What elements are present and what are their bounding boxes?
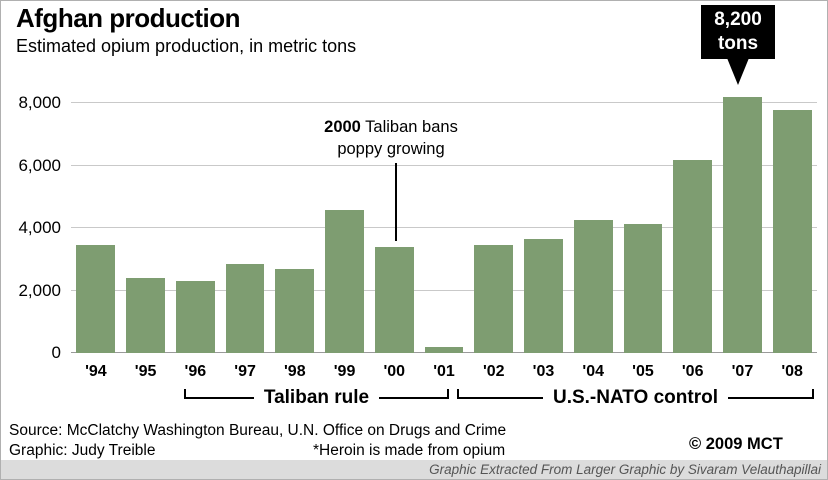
x-tick-label: '03 bbox=[532, 363, 555, 380]
x-tick-label: '94 bbox=[85, 363, 107, 380]
y-tick-label: 2,000 bbox=[18, 280, 61, 300]
x-tick-label: '95 bbox=[134, 363, 157, 380]
callout-arrow-down-icon bbox=[727, 58, 749, 85]
bar-slot: '98 bbox=[270, 91, 320, 380]
x-tick-label: '02 bbox=[482, 363, 505, 380]
copyright: © 2009 MCT bbox=[689, 435, 783, 453]
y-tick-label: 4,000 bbox=[18, 218, 61, 238]
graphic-credit-line: Graphic: Judy Treible bbox=[9, 442, 156, 459]
bar-slot: '05 bbox=[618, 91, 668, 380]
bar-slot: '04 bbox=[568, 91, 618, 380]
bracket-line-right bbox=[379, 389, 450, 399]
y-tick-label: 0 bbox=[51, 343, 61, 362]
annotation-pointer-line bbox=[395, 163, 397, 241]
bar-98 bbox=[275, 268, 315, 353]
bar-slot: '94 bbox=[71, 91, 121, 380]
bar-94 bbox=[76, 245, 116, 353]
x-tick-label: '97 bbox=[234, 363, 256, 380]
annotation-year: 2000 bbox=[324, 118, 361, 136]
x-tick-label: '04 bbox=[582, 363, 605, 380]
gridline-6000 bbox=[71, 164, 817, 166]
bracket-taliban-rule-label: Taliban rule bbox=[263, 387, 370, 408]
bracket-us-nato-control: U.S.-NATO control bbox=[457, 384, 814, 412]
x-tick-label: '96 bbox=[184, 363, 207, 380]
x-tick-label: '08 bbox=[781, 363, 803, 380]
annotation-line2: poppy growing bbox=[337, 140, 445, 158]
bar-04 bbox=[573, 220, 613, 353]
bar-slot: '97 bbox=[220, 91, 270, 380]
bracket-us-nato-control-label: U.S.-NATO control bbox=[552, 387, 719, 408]
x-tick-label: '07 bbox=[731, 363, 754, 380]
x-tick-label: '00 bbox=[383, 363, 406, 380]
bar-08 bbox=[772, 109, 812, 353]
x-tick-label: '01 bbox=[433, 363, 455, 380]
bar-slot: '08 bbox=[767, 91, 817, 380]
x-tick-label: '98 bbox=[284, 363, 306, 380]
x-tick-label: '06 bbox=[681, 363, 704, 380]
bar-96 bbox=[175, 281, 215, 353]
x-tick-label: '05 bbox=[632, 363, 654, 380]
x-tick-label: '99 bbox=[333, 363, 356, 380]
bracket-taliban-rule: Taliban rule bbox=[184, 384, 450, 412]
peak-callout-value: 8,200 bbox=[714, 9, 762, 30]
bar-01 bbox=[424, 346, 464, 353]
extraction-credit: Graphic Extracted From Larger Graphic by… bbox=[1, 460, 827, 479]
bar-slot: '00 bbox=[369, 91, 419, 380]
bar-97 bbox=[225, 264, 265, 353]
gridline-2000 bbox=[71, 289, 817, 291]
y-tick-label: 6,000 bbox=[18, 155, 61, 175]
gridline-8000 bbox=[71, 102, 817, 104]
bar-slot: '03 bbox=[519, 91, 569, 380]
bar-slot: '95 bbox=[121, 91, 171, 380]
bar-00 bbox=[374, 246, 414, 353]
peak-callout: 8,200 tons bbox=[701, 5, 775, 59]
source-line: Source: McClatchy Washington Bureau, U.N… bbox=[9, 422, 507, 439]
bar-05 bbox=[623, 223, 663, 353]
bar-slot: '06 bbox=[668, 91, 718, 380]
y-tick-label: 8,000 bbox=[18, 93, 61, 113]
bar-95 bbox=[126, 278, 165, 353]
bar-02 bbox=[474, 245, 514, 353]
chart-title: Afghan production bbox=[16, 3, 241, 33]
bar-slot: '96 bbox=[170, 91, 220, 380]
bracket-line-right bbox=[728, 389, 814, 399]
bar-07 bbox=[723, 97, 762, 353]
bar-slot: '99 bbox=[320, 91, 370, 380]
bar-slot: '07 bbox=[718, 91, 768, 380]
bar-slot: '01 bbox=[419, 91, 469, 380]
bars: '94 '95 '96 '97 '98 '99 '00 '01 '02 '03 '04 '05 '06 '… bbox=[71, 91, 817, 380]
heroin-note: *Heroin is made from opium bbox=[313, 442, 506, 459]
chart-subtitle: Estimated opium production, in metric to… bbox=[16, 36, 357, 56]
gridline-4000 bbox=[71, 227, 817, 229]
bracket-line-left bbox=[457, 389, 543, 399]
bar-99 bbox=[325, 209, 364, 353]
annotation-poppy-ban: 2000 Taliban bans poppy growing bbox=[286, 116, 496, 160]
plot-area: '94 '95 '96 '97 '98 '99 '00 '01 '02 '03 '04 '05 '06 '… bbox=[71, 91, 817, 380]
y-axis-labels: 0 2,000 4,000 6,000 8,000 bbox=[1, 91, 61, 362]
bar-03 bbox=[524, 239, 563, 353]
annotation-line1: Taliban bans bbox=[365, 118, 458, 136]
bracket-line-left bbox=[184, 389, 254, 399]
bar-06 bbox=[673, 159, 713, 353]
peak-callout-unit: tons bbox=[717, 33, 759, 54]
bar-slot: '02 bbox=[469, 91, 519, 380]
